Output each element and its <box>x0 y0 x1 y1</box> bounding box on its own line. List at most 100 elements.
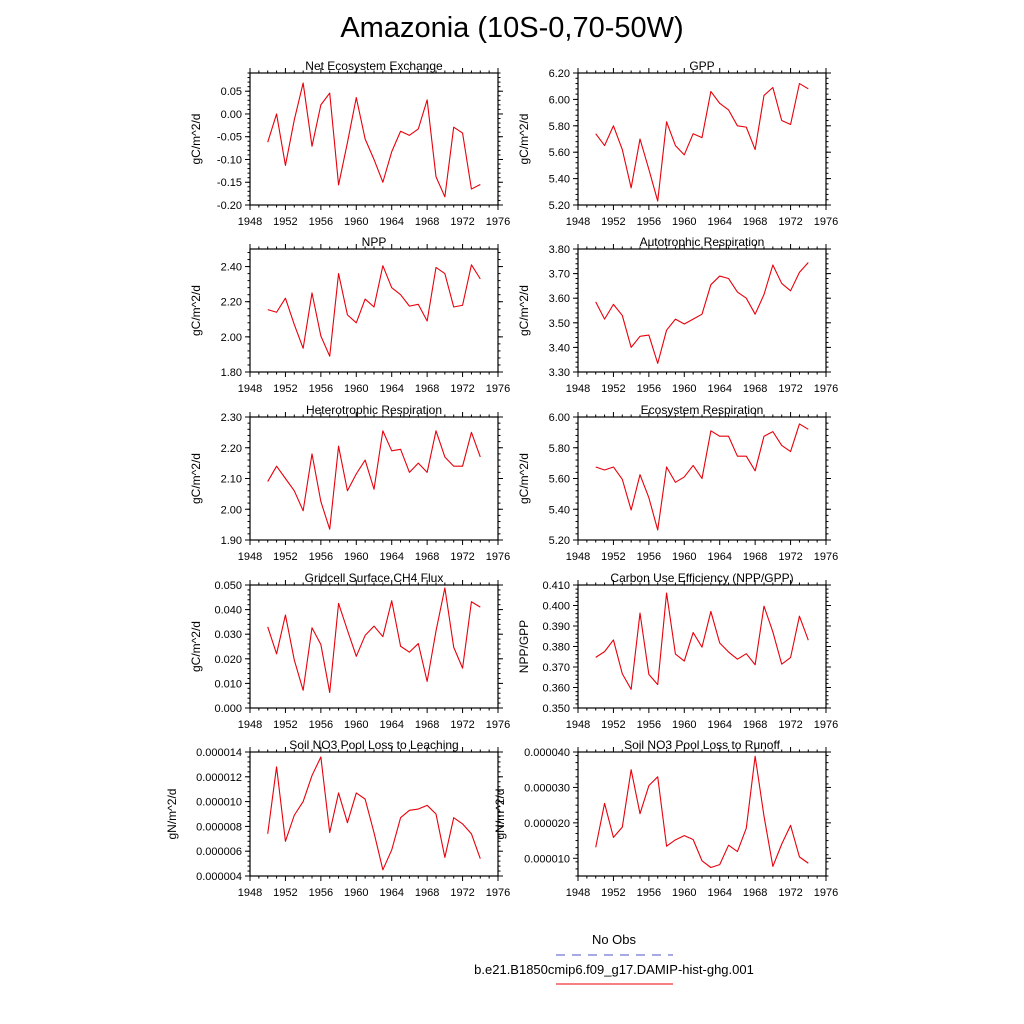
y-tick-label: 0.000030 <box>524 782 570 794</box>
y-tick-label: 0.050 <box>214 580 242 592</box>
y-tick-label: 0.410 <box>542 580 570 592</box>
x-tick-label: 1972 <box>778 887 802 899</box>
y-tick-label: 1.90 <box>221 535 242 547</box>
y-tick-label: 0.390 <box>542 621 570 633</box>
panel-title: Carbon Use Efficiency (NPP/GPP) <box>610 571 793 585</box>
x-tick-label: 1968 <box>415 551 439 563</box>
x-tick-label: 1960 <box>672 216 696 228</box>
x-tick-label: 1948 <box>566 887 590 899</box>
y-axis-label: gC/m^2/d <box>517 114 531 165</box>
y-tick-label: 3.60 <box>549 293 570 305</box>
x-tick-label: 1976 <box>814 719 838 731</box>
x-tick-label: 1972 <box>450 551 474 563</box>
x-tick-label: 1976 <box>486 719 510 731</box>
x-tick-label: 1960 <box>344 551 368 563</box>
x-tick-label: 1956 <box>309 551 333 563</box>
y-tick-label: 0.000040 <box>524 747 570 759</box>
series-line <box>267 587 481 694</box>
panel-frame <box>249 416 499 541</box>
y-tick-label: 0.000008 <box>196 821 242 833</box>
series-line <box>595 592 809 690</box>
x-tick-label: 1952 <box>601 216 625 228</box>
x-tick-label: 1960 <box>672 719 696 731</box>
y-tick-label: 0.000010 <box>524 853 570 865</box>
panel-frame <box>577 248 827 373</box>
y-axis-label: gC/m^2/d <box>517 285 531 336</box>
x-tick-label: 1956 <box>309 383 333 395</box>
series-line <box>595 83 809 202</box>
series-line <box>267 264 481 357</box>
x-tick-label: 1964 <box>707 551 731 563</box>
legend-obs-label: No Obs <box>591 932 637 947</box>
y-axis-label: gC/m^2/d <box>189 114 203 165</box>
y-tick-label: 0.00 <box>221 109 242 121</box>
x-tick-label: 1972 <box>778 216 802 228</box>
y-tick-label: 0.040 <box>214 605 242 617</box>
x-tick-label: 1976 <box>814 551 838 563</box>
y-tick-label: -0.15 <box>217 177 242 189</box>
x-tick-label: 1960 <box>672 551 696 563</box>
y-tick-label: 0.000012 <box>196 772 242 784</box>
panel-title: Net Ecosystem Exchange <box>305 59 443 73</box>
x-tick-label: 1964 <box>379 551 403 563</box>
y-tick-label: 0.000020 <box>524 818 570 830</box>
x-tick-label: 1972 <box>450 887 474 899</box>
x-tick-label: 1972 <box>778 383 802 395</box>
x-tick-label: 1972 <box>778 719 802 731</box>
y-axis-label: gN/m^2/d <box>493 789 507 840</box>
x-tick-label: 1956 <box>309 887 333 899</box>
series-line <box>595 755 809 869</box>
x-tick-label: 1964 <box>707 216 731 228</box>
y-tick-label: 0.030 <box>214 629 242 641</box>
y-tick-label: 3.40 <box>549 342 570 354</box>
y-tick-label: 3.80 <box>549 244 570 256</box>
y-tick-label: 0.000014 <box>196 747 242 759</box>
y-tick-label: 5.80 <box>549 443 570 455</box>
x-tick-label: 1952 <box>601 719 625 731</box>
panel-frame <box>249 751 499 877</box>
y-tick-label: 0.020 <box>214 654 242 666</box>
x-tick-label: 1976 <box>814 216 838 228</box>
y-tick-label: 3.30 <box>549 367 570 379</box>
y-tick-label: 2.30 <box>221 412 242 424</box>
x-tick-label: 1976 <box>486 551 510 563</box>
y-tick-label: 0.000006 <box>196 846 242 858</box>
panel-title: GPP <box>689 59 714 73</box>
y-axis-label: gC/m^2/d <box>189 621 203 672</box>
y-tick-label: 0.000 <box>214 703 242 715</box>
x-tick-label: 1948 <box>238 551 262 563</box>
x-tick-label: 1964 <box>707 719 731 731</box>
panel-title: Gridcell Surface CH4 Flux <box>305 571 444 585</box>
x-tick-label: 1948 <box>566 551 590 563</box>
panel-title: Soil NO3 Pool Loss to Leaching <box>289 738 458 752</box>
x-tick-label: 1956 <box>309 719 333 731</box>
series-line <box>267 82 481 198</box>
x-tick-label: 1972 <box>450 216 474 228</box>
panel-frame <box>249 248 499 373</box>
x-tick-label: 1956 <box>637 551 661 563</box>
x-tick-label: 1964 <box>379 216 403 228</box>
panel-title: Soil NO3 Pool Loss to Runoff <box>624 738 781 752</box>
x-tick-label: 1960 <box>344 719 368 731</box>
x-tick-label: 1952 <box>273 719 297 731</box>
series-line <box>595 262 809 364</box>
x-tick-label: 1960 <box>344 887 368 899</box>
y-tick-label: 2.40 <box>221 262 242 274</box>
x-tick-label: 1972 <box>778 551 802 563</box>
y-tick-label: -0.05 <box>217 132 242 144</box>
x-tick-label: 1976 <box>486 383 510 395</box>
y-tick-label: 1.80 <box>221 367 242 379</box>
x-tick-label: 1968 <box>743 887 767 899</box>
x-tick-label: 1976 <box>814 383 838 395</box>
x-tick-label: 1976 <box>814 887 838 899</box>
y-tick-label: -0.20 <box>217 200 242 212</box>
series-line <box>267 756 481 871</box>
y-tick-label: 5.20 <box>549 535 570 547</box>
x-tick-label: 1964 <box>379 887 403 899</box>
y-tick-label: 2.20 <box>221 443 242 455</box>
y-tick-label: 0.370 <box>542 662 570 674</box>
y-tick-label: 0.350 <box>542 703 570 715</box>
y-axis-label: gN/m^2/d <box>165 789 179 840</box>
series-line <box>595 423 809 531</box>
